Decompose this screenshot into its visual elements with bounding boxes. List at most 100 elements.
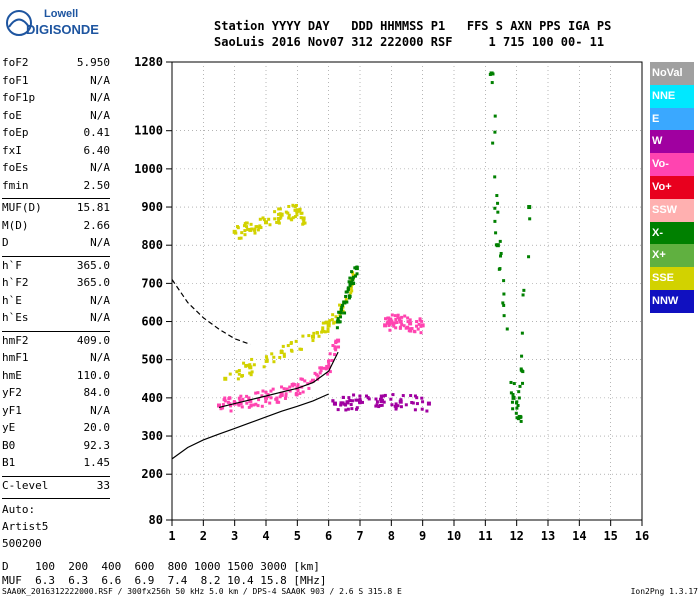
data-point bbox=[501, 301, 505, 305]
data-point bbox=[350, 289, 354, 293]
data-point bbox=[527, 255, 531, 259]
data-point bbox=[375, 400, 379, 404]
data-point bbox=[282, 354, 286, 358]
footer-version: Ion2Png 1.3.17 bbox=[630, 587, 698, 596]
data-point bbox=[282, 352, 286, 356]
data-point bbox=[328, 370, 332, 374]
data-point bbox=[245, 394, 249, 398]
data-point bbox=[360, 400, 364, 404]
plot-frame bbox=[171, 61, 643, 521]
data-point bbox=[324, 367, 328, 371]
data-point bbox=[237, 236, 241, 240]
data-point bbox=[246, 227, 250, 231]
data-point bbox=[235, 370, 239, 374]
data-point bbox=[254, 391, 258, 395]
data-point bbox=[490, 81, 494, 85]
x-tick-label: 15 bbox=[603, 529, 617, 543]
data-point bbox=[232, 229, 237, 234]
x-tick-label: 2 bbox=[200, 529, 207, 543]
x-tick-label: 3 bbox=[231, 529, 238, 543]
data-point bbox=[332, 401, 337, 406]
x-tick-label: 14 bbox=[572, 529, 586, 543]
data-point bbox=[389, 317, 393, 321]
param-label: C-level bbox=[2, 478, 49, 492]
param-label: hmF1 bbox=[2, 351, 29, 364]
legend-item-vo-: Vo+ bbox=[650, 175, 694, 199]
data-point bbox=[383, 323, 388, 328]
data-point bbox=[358, 394, 362, 398]
y-tick-label: 400 bbox=[141, 391, 163, 405]
data-point bbox=[393, 404, 397, 408]
data-point bbox=[343, 311, 347, 315]
data-point bbox=[279, 215, 283, 219]
x-tick-label: 6 bbox=[325, 529, 332, 543]
data-point bbox=[252, 363, 256, 367]
param-value: 409.0 bbox=[76, 333, 110, 347]
legend-item-vo-: Vo- bbox=[650, 153, 694, 176]
data-point bbox=[400, 322, 404, 326]
data-point bbox=[219, 407, 223, 411]
data-point bbox=[291, 216, 295, 220]
data-point bbox=[382, 400, 386, 404]
data-point bbox=[493, 175, 497, 179]
data-point bbox=[406, 320, 410, 324]
data-point bbox=[250, 357, 254, 361]
param-row: B1 1.45 bbox=[2, 456, 110, 474]
data-point bbox=[412, 329, 416, 333]
data-point bbox=[410, 327, 414, 331]
legend-item-x-: X+ bbox=[650, 244, 694, 268]
data-point bbox=[509, 391, 513, 395]
data-point bbox=[401, 394, 405, 398]
param-label: fxI bbox=[2, 143, 22, 157]
data-point bbox=[419, 331, 423, 335]
param-row: yF1 N/A bbox=[2, 404, 110, 422]
data-point bbox=[266, 393, 270, 397]
data-point bbox=[315, 373, 319, 377]
data-point bbox=[417, 322, 421, 326]
param-label: foF1 bbox=[2, 73, 29, 87]
data-point bbox=[389, 319, 394, 324]
data-point bbox=[333, 353, 337, 357]
data-point bbox=[491, 141, 495, 145]
data-point bbox=[248, 363, 252, 367]
data-point bbox=[354, 398, 358, 402]
data-point bbox=[286, 344, 290, 348]
data-point bbox=[253, 231, 257, 235]
y-tick-label: 1000 bbox=[134, 162, 163, 176]
data-point bbox=[400, 315, 404, 319]
data-point bbox=[383, 393, 387, 397]
data-point bbox=[374, 397, 378, 401]
data-point bbox=[299, 347, 303, 351]
data-point bbox=[289, 348, 293, 352]
param-value: 20.0 bbox=[83, 421, 111, 434]
data-point bbox=[384, 317, 388, 321]
param-label: h`F2 bbox=[2, 276, 29, 289]
data-point bbox=[318, 371, 322, 375]
data-point bbox=[245, 225, 249, 229]
data-point bbox=[321, 326, 325, 330]
data-point bbox=[344, 298, 348, 302]
param-value: 2.50 bbox=[83, 178, 111, 192]
data-point bbox=[256, 404, 260, 408]
data-point bbox=[341, 395, 345, 399]
data-point bbox=[398, 325, 402, 329]
x-tick-label: 16 bbox=[635, 529, 649, 543]
data-point bbox=[517, 414, 522, 419]
data-point bbox=[499, 254, 503, 258]
data-point bbox=[512, 382, 516, 386]
data-point bbox=[341, 309, 345, 313]
data-point bbox=[336, 338, 341, 343]
data-point bbox=[272, 360, 276, 364]
param-label: yF1 bbox=[2, 403, 22, 417]
data-point bbox=[277, 221, 281, 225]
data-point bbox=[331, 399, 335, 403]
param-value: 5.950 bbox=[76, 56, 110, 69]
data-point bbox=[236, 226, 240, 230]
data-point bbox=[258, 217, 262, 221]
param-value: N/A bbox=[90, 403, 110, 417]
data-point bbox=[421, 400, 425, 404]
param-label: D bbox=[2, 236, 9, 249]
data-point bbox=[388, 328, 392, 332]
data-point bbox=[413, 394, 417, 398]
data-point bbox=[331, 313, 335, 317]
